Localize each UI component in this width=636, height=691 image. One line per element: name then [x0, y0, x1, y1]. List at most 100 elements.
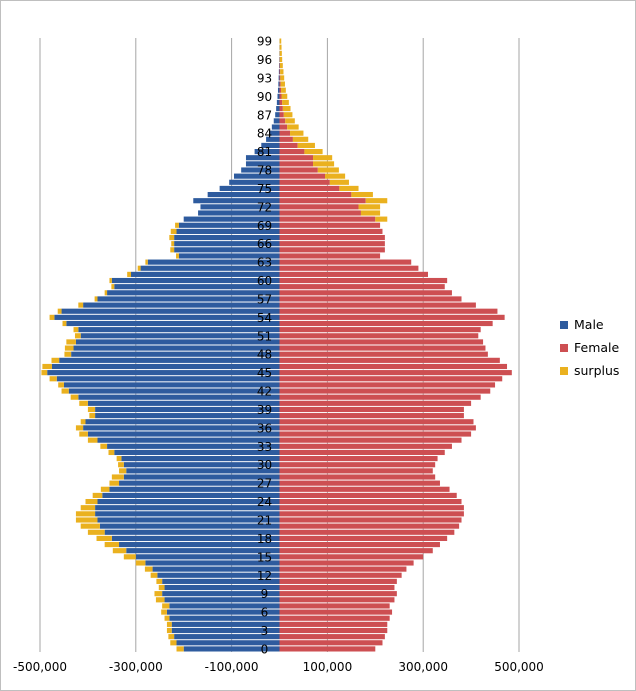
- legend-item-surplus: surplus: [560, 359, 619, 382]
- bar-male-age-81: [254, 149, 280, 155]
- legend-label-male: Male: [574, 317, 604, 332]
- bar-female-age-58: [279, 290, 452, 296]
- bar-surplus-age-53: [62, 320, 67, 327]
- bar-female-age-3: [279, 627, 388, 634]
- bar-male-age-59: [114, 284, 280, 290]
- bar-surplus-age-85: [287, 124, 299, 130]
- bar-surplus-age-15: [123, 554, 136, 560]
- bar-surplus-age-83: [292, 136, 309, 142]
- bar-surplus-age-6: [161, 609, 167, 615]
- legend-label-female: Female: [574, 340, 620, 355]
- bar-male-age-62: [140, 265, 280, 271]
- legend: Male Female surplus: [560, 313, 619, 382]
- x-tick-label-3: 100,000: [303, 660, 353, 674]
- bar-female-age-50: [279, 339, 484, 345]
- bar-male-age-91: [277, 87, 280, 93]
- bar-surplus-age-1: [170, 640, 177, 646]
- bar-surplus-age-41: [70, 394, 79, 400]
- bar-surplus-age-72: [358, 204, 381, 210]
- bar-female-age-83: [279, 136, 293, 142]
- bar-surplus-age-52: [73, 327, 79, 333]
- bar-surplus-age-25: [92, 492, 103, 499]
- y-tick-label-24: 72: [257, 200, 272, 214]
- bar-male-age-35: [87, 431, 280, 437]
- bar-female-age-38: [279, 413, 464, 419]
- bar-surplus-age-8: [155, 597, 165, 603]
- y-tick-label-29: 87: [257, 108, 272, 122]
- legend-item-male: Male: [560, 313, 619, 336]
- bar-female-age-40: [279, 400, 472, 406]
- bar-male-age-86: [273, 118, 280, 124]
- bar-male-age-7: [169, 603, 280, 609]
- bar-male-age-72: [200, 204, 280, 210]
- bar-male-age-22: [95, 511, 280, 517]
- bar-male-age-77: [233, 173, 280, 179]
- y-tick-label-2: 6: [261, 606, 269, 620]
- y-tick-label-4: 12: [257, 569, 272, 583]
- bar-female-age-24: [279, 498, 462, 505]
- bar-surplus-age-65: [170, 247, 175, 253]
- bar-female-age-82: [279, 142, 298, 149]
- bar-surplus-age-19: [87, 529, 105, 535]
- y-tick-label-12: 36: [257, 421, 272, 435]
- bar-surplus-age-7: [162, 603, 170, 609]
- bar-surplus-age-89: [282, 99, 289, 106]
- y-tick-label-18: 54: [257, 311, 272, 325]
- bar-male-age-26: [109, 486, 280, 492]
- bar-surplus-age-11: [156, 578, 163, 584]
- bar-female-age-59: [279, 284, 445, 290]
- y-tick-label-25: 75: [257, 182, 272, 196]
- bar-surplus-age-97: [279, 50, 282, 56]
- bar-female-age-37: [279, 419, 474, 425]
- bar-female-age-66: [279, 241, 385, 247]
- bar-surplus-age-94: [280, 69, 284, 75]
- bar-male-age-51: [80, 333, 280, 339]
- bar-surplus-age-45: [41, 370, 48, 376]
- bar-male-age-2: [174, 634, 280, 640]
- y-tick-label-31: 93: [257, 71, 272, 85]
- bar-male-age-80: [245, 155, 280, 161]
- bar-female-age-62: [279, 265, 419, 271]
- bar-male-age-66: [174, 241, 280, 247]
- bar-female-age-63: [279, 259, 412, 265]
- bar-female-age-69: [279, 222, 381, 228]
- bar-surplus-age-61: [127, 271, 132, 277]
- bar-surplus-age-88: [282, 106, 291, 112]
- bar-female-age-70: [279, 216, 376, 222]
- bar-surplus-age-12: [150, 572, 158, 578]
- bar-surplus-age-31: [116, 456, 122, 462]
- bar-male-age-85: [271, 124, 280, 130]
- bar-female-age-64: [279, 253, 381, 259]
- bar-surplus-age-80: [313, 155, 333, 161]
- bar-male-age-79: [245, 161, 280, 167]
- y-tick-label-23: 69: [257, 219, 272, 233]
- bar-surplus-age-14: [135, 560, 146, 566]
- bar-female-age-57: [279, 296, 462, 302]
- bar-female-age-16: [279, 548, 433, 554]
- bar-surplus-age-47: [51, 357, 60, 363]
- bar-female-age-22: [279, 511, 464, 517]
- bar-male-age-56: [83, 302, 280, 308]
- legend-label-surplus: surplus: [574, 363, 620, 378]
- bar-female-age-8: [279, 597, 395, 603]
- bar-male-age-57: [97, 296, 280, 302]
- legend-item-female: Female: [560, 336, 619, 359]
- bar-surplus-age-18: [96, 535, 112, 541]
- bar-surplus-age-59: [111, 284, 115, 290]
- bar-female-age-81: [279, 149, 305, 155]
- bar-surplus-age-39: [87, 406, 96, 413]
- bar-female-age-89: [279, 99, 283, 106]
- bar-female-age-29: [279, 468, 433, 474]
- bar-male-age-71: [198, 210, 280, 216]
- y-tick-label-9: 27: [257, 477, 272, 491]
- bar-female-age-80: [279, 155, 314, 161]
- y-tick-label-15: 45: [257, 366, 272, 380]
- bar-surplus-age-71: [360, 210, 381, 216]
- bar-female-age-10: [279, 584, 395, 591]
- bar-surplus-age-21: [75, 517, 98, 523]
- bar-male-age-90: [277, 93, 280, 99]
- bar-female-age-27: [279, 480, 440, 486]
- bar-male-age-33: [107, 443, 280, 449]
- bar-female-age-5: [279, 615, 390, 621]
